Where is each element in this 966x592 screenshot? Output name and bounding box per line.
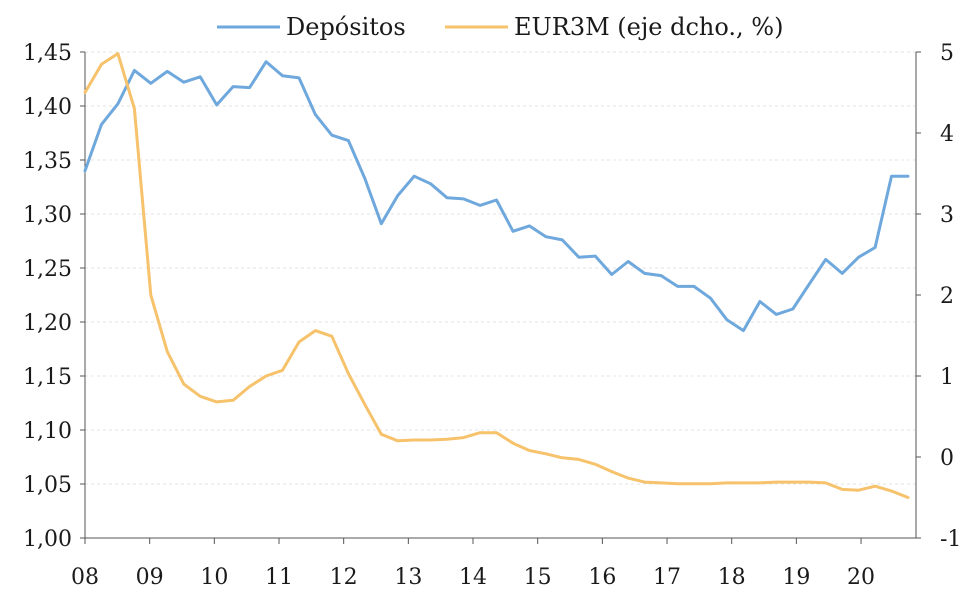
x-tick-label: 18 [718,565,746,590]
y-right-tick-label: 5 [940,41,954,66]
x-tick-label: 16 [588,565,616,590]
y-left-tick-label: 1,40 [23,95,72,120]
y-right-tick-label: 3 [940,203,954,228]
legend-label-depositos: Depósitos [286,13,406,41]
legend: Depósitos EUR3M (eje dcho., %) [217,13,783,41]
series-lines [83,52,910,499]
y-right-tick-label: 1 [940,365,954,390]
y-left-tick-label: 1,45 [23,41,72,66]
axes [84,52,917,539]
y-right-tick-label: 2 [940,284,954,309]
x-tick-label: 09 [136,565,164,590]
x-tick-label: 15 [524,565,552,590]
x-tick-label: 20 [847,565,875,590]
y-left-ticks: 1,00 1,05 1,10 1,15 1,20 1,25 1,30 1,35 1,40 1,45 [23,41,85,552]
x-tick-label: 08 [71,565,99,590]
series-line-eur3m [83,52,910,499]
x-tick-label: 13 [394,565,422,590]
y-left-tick-label: 1,25 [23,257,72,282]
y-left-tick-label: 1,05 [23,473,72,498]
y-right-tick-label: -1 [940,527,961,552]
legend-label-eur3m: EUR3M (eje dcho., %) [514,13,783,41]
x-tick-label: 17 [653,565,681,590]
y-left-tick-label: 1,10 [23,419,72,444]
y-right-tick-label: 4 [940,122,954,147]
y-left-tick-label: 1,20 [23,311,72,336]
x-ticks: 08 09 10 11 12 13 14 15 16 17 18 19 20 [71,538,875,590]
gridlines [85,51,916,485]
x-tick-label: 10 [200,565,228,590]
y-left-tick-label: 1,00 [23,527,72,552]
x-tick-label: 11 [265,565,293,590]
series-line-depositos [83,60,910,333]
y-right-tick-label: 0 [940,446,954,471]
y-left-tick-label: 1,30 [23,203,72,228]
x-tick-label: 14 [459,565,487,590]
y-left-tick-label: 1,15 [23,365,72,390]
x-tick-label: 12 [330,565,358,590]
x-tick-label: 19 [782,565,810,590]
y-left-tick-label: 1,35 [23,149,72,174]
y-right-ticks: -1 0 1 2 3 4 5 [916,41,961,552]
